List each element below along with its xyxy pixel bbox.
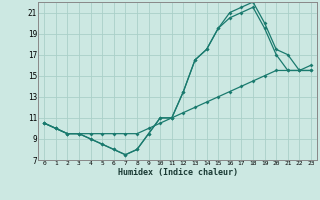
X-axis label: Humidex (Indice chaleur): Humidex (Indice chaleur) bbox=[118, 168, 238, 177]
